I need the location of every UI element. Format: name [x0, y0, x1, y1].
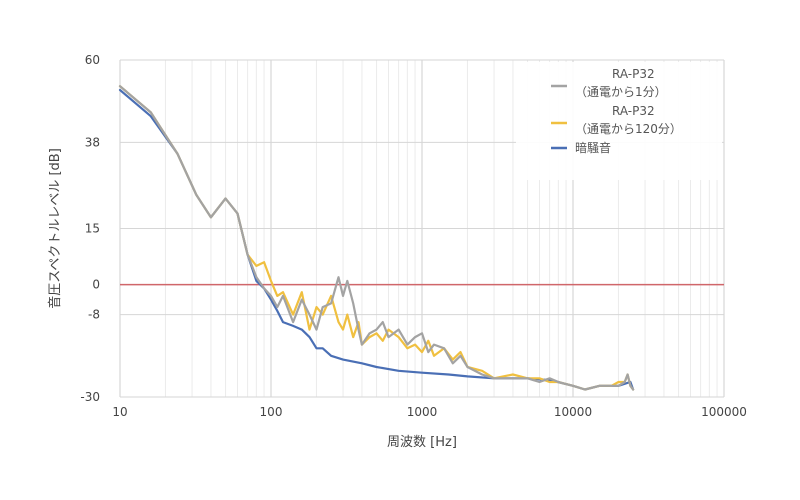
x-tick-label: 1000	[407, 405, 438, 419]
x-tick-label: 100	[260, 405, 283, 419]
x-tick-label: 10	[112, 405, 127, 419]
legend-label: 暗騒音	[575, 140, 611, 155]
y-tick-label: 0	[92, 278, 100, 292]
y-tick-label: -8	[88, 308, 100, 322]
legend: RA-P32 （通電から1分） RA-P32 （通電から120分） 暗騒音	[516, 62, 722, 180]
y-tick-label: -30	[80, 390, 100, 404]
y-tick-label: 38	[85, 135, 100, 149]
x-tick-label: 10000	[554, 405, 592, 419]
x-tick-labels: 10 100 1000 10000 100000	[112, 405, 747, 419]
legend-label: （通電から1分）	[575, 85, 667, 99]
legend-box	[516, 62, 722, 180]
x-axis-title: 周波数 [Hz]	[387, 435, 457, 450]
x-tick-label: 100000	[701, 405, 747, 419]
y-tick-label: 15	[85, 222, 100, 236]
series-lines	[118, 85, 635, 391]
y-tick-label: 60	[85, 53, 100, 67]
legend-label: （通電から120分）	[575, 122, 682, 136]
y-axis-title: 音圧スペクトルレベル [dB]	[47, 148, 63, 309]
series-line-0	[118, 85, 635, 391]
y-tick-labels: 60 38 15 0 -8 -30	[80, 53, 100, 404]
legend-label: RA-P32	[612, 67, 655, 81]
legend-label: RA-P32	[612, 104, 655, 118]
